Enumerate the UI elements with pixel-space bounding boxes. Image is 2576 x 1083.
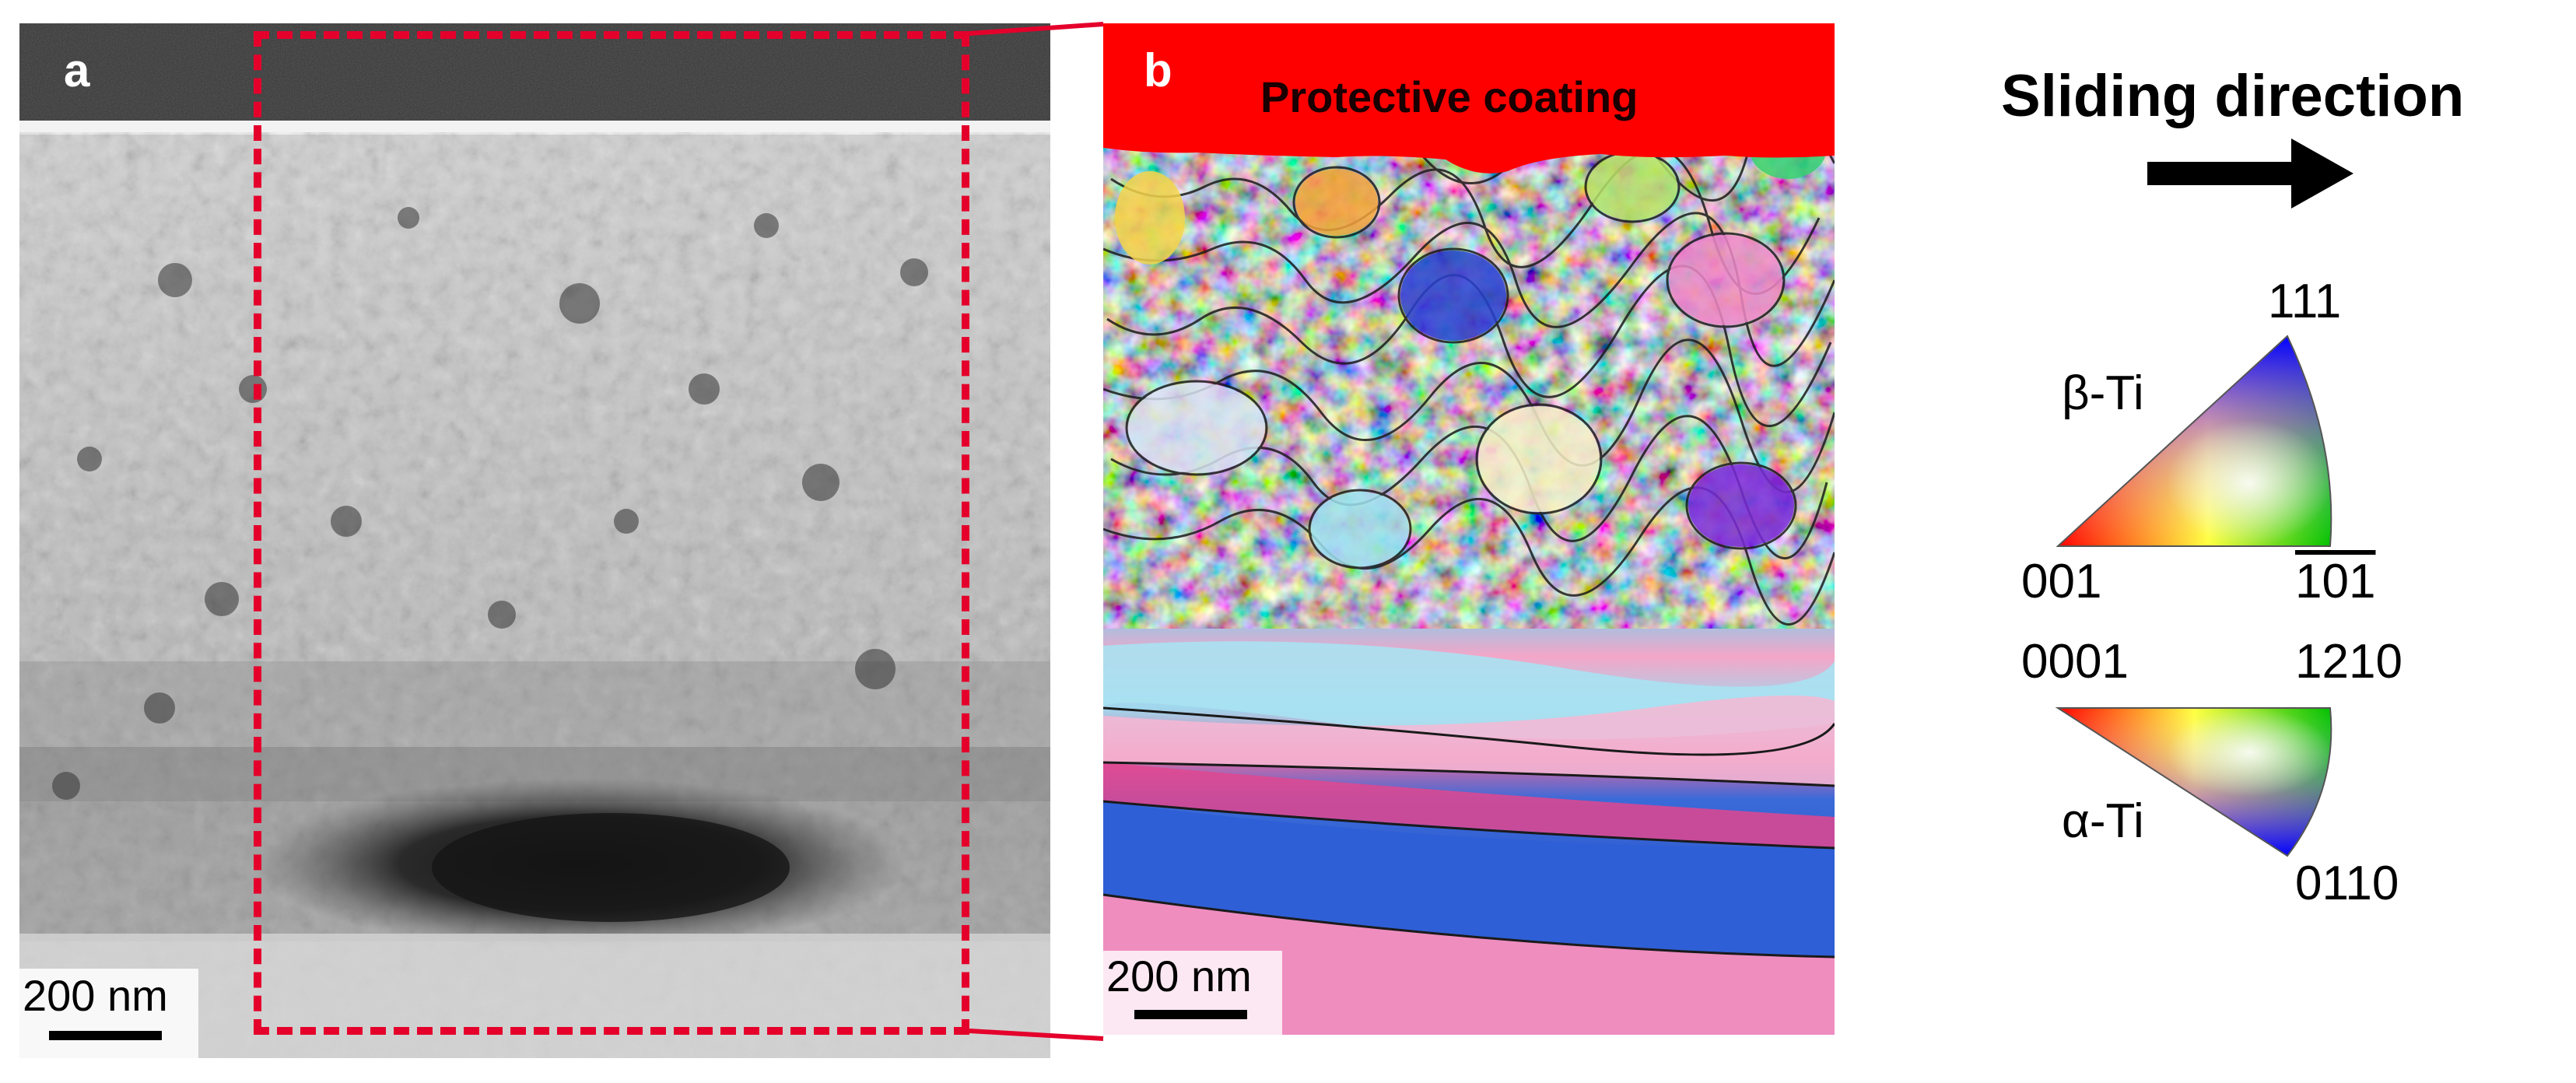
panel-b-scale-text: 200 nm bbox=[1106, 952, 1252, 1001]
highlight-box bbox=[254, 31, 969, 1035]
dislocation-specks bbox=[52, 207, 928, 800]
sliding-arrow-icon bbox=[2147, 138, 2353, 209]
ebsd-map bbox=[1103, 23, 1835, 1035]
panel-a-tem-image bbox=[19, 23, 1050, 1058]
protective-coating-layer bbox=[1103, 23, 1835, 173]
panel-a-scale-bar: 200 nm bbox=[19, 969, 198, 1058]
zoom-connector bbox=[969, 22, 1104, 1041]
beta-corner-001: 001 bbox=[2021, 555, 2102, 608]
alpha-corner-0001: 0001 bbox=[2021, 635, 2129, 689]
panel-a-scale-text: 200 nm bbox=[23, 971, 168, 1020]
panel-b-scale-bar: 200 nm bbox=[1103, 951, 1282, 1035]
coating-label: Protective coating bbox=[1260, 72, 1638, 121]
panel-a-label: a bbox=[64, 44, 90, 96]
beta-corner-101: 101 bbox=[2295, 555, 2376, 608]
beta-corner-111: 111 bbox=[2268, 275, 2342, 328]
panel-b-label: b bbox=[1144, 44, 1172, 96]
panel-a-scale-line bbox=[49, 1031, 162, 1040]
large-grains bbox=[1115, 117, 1827, 566]
beta-ti-label: β-Ti bbox=[2062, 366, 2144, 420]
alpha-corner-1210: 1210 bbox=[2295, 635, 2403, 689]
tem-micrograph bbox=[19, 23, 1050, 1058]
alpha-ti-ipf-triangle bbox=[2055, 707, 2332, 857]
grain-boundaries-lower bbox=[1103, 706, 1835, 959]
beta-ti-ipf-triangle bbox=[2056, 335, 2332, 547]
panel-b-ebsd-map bbox=[1103, 23, 1835, 1035]
alpha-corner-0110: 0110 bbox=[2295, 857, 2399, 910]
alpha-ti-label: α-Ti bbox=[2062, 794, 2144, 848]
panel-b-scale-line bbox=[1134, 1010, 1247, 1019]
sliding-direction-title: Sliding direction bbox=[2001, 63, 2465, 129]
